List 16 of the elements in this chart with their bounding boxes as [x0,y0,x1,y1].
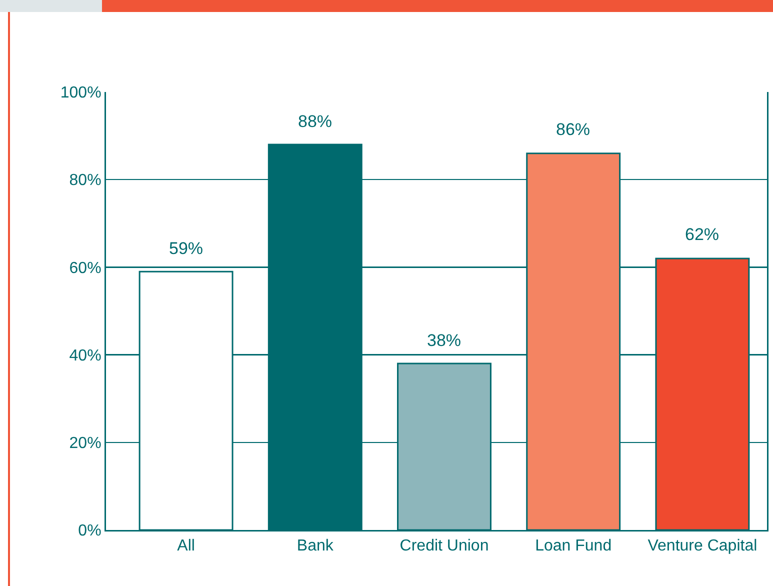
y-tick-label: 0% [78,522,102,540]
x-tick-label: All [177,538,195,555]
y-tick-label: 40% [69,347,102,364]
y-tick-label: 100% [60,84,102,102]
x-tick-label: Credit Union [400,538,489,555]
data-label: 38% [427,331,462,350]
y-tick-label: 20% [69,435,102,452]
x-tick-label: Bank [296,538,334,555]
data-label: 62% [685,225,720,244]
data-label: 59% [169,239,204,258]
data-label: 88% [298,112,332,131]
y-tick-label: 80% [69,172,102,190]
y-tick-label: 60% [69,260,102,277]
x-tick-label: Venture Capital [648,538,758,555]
x-tick-label: Loan Fund [535,538,612,555]
data-label: 86% [556,120,590,139]
